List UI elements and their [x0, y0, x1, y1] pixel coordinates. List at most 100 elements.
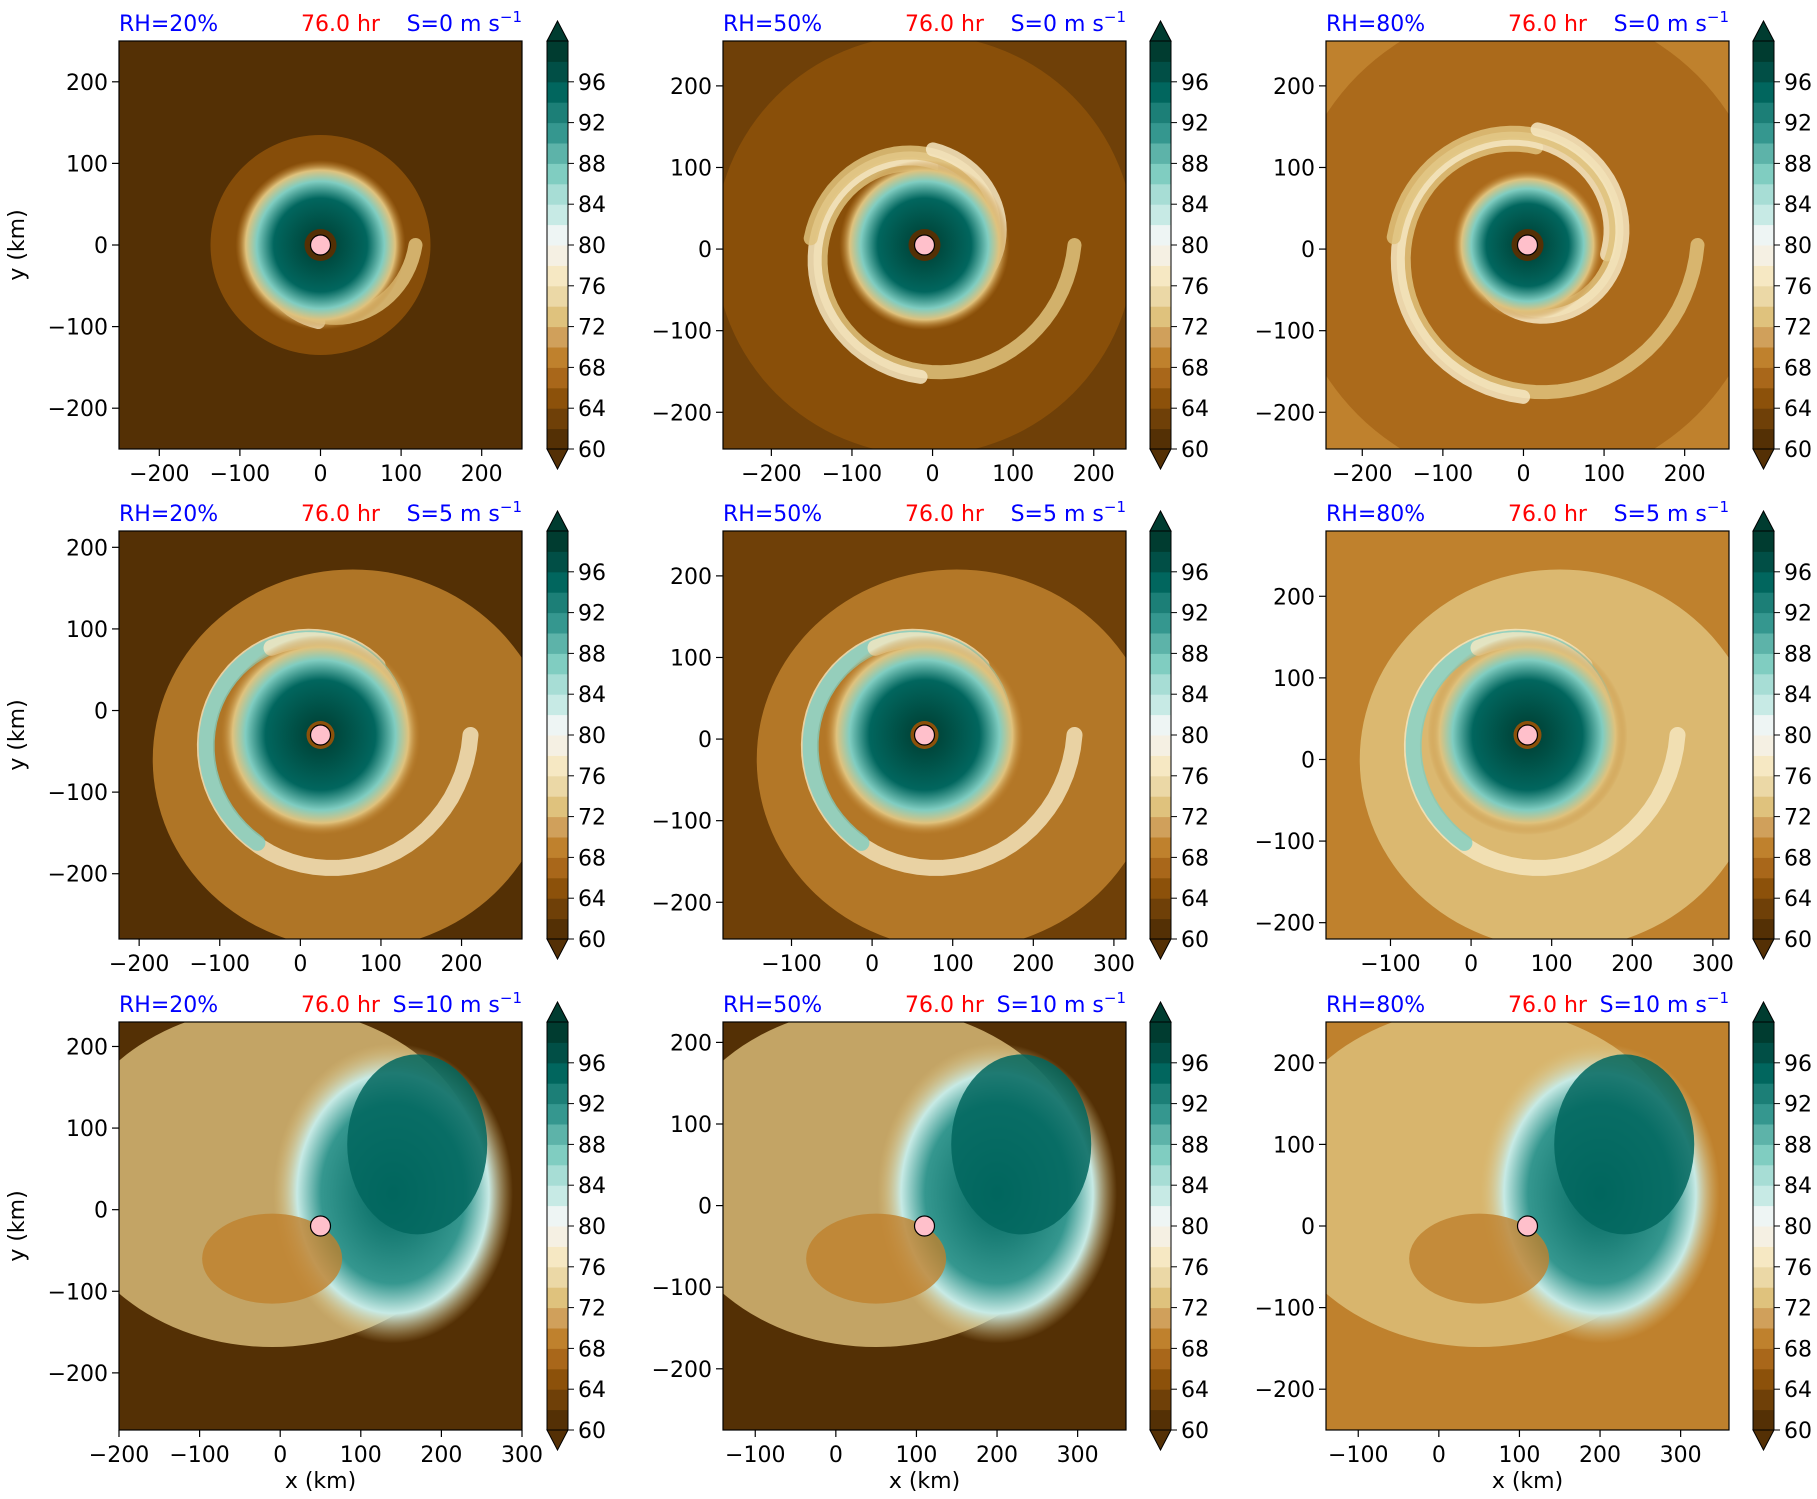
x-tick-label: −100 — [822, 462, 882, 487]
storm-center-marker — [1516, 724, 1539, 746]
y-tick-label: 200 — [1273, 585, 1315, 610]
title-rh: RH=50% — [723, 12, 822, 37]
colorbar-level — [1150, 1062, 1171, 1084]
y-tick-label: −200 — [1255, 401, 1315, 426]
x-tick-label: 0 — [829, 1443, 843, 1468]
x-tick-label: 300 — [1692, 952, 1734, 977]
x-tick-label: −100 — [1360, 952, 1420, 977]
dry-intrusion — [806, 1213, 947, 1304]
x-tick-label: 300 — [1057, 1443, 1099, 1468]
colorbar-level — [547, 41, 568, 62]
title-time: 76.0 hr — [1508, 993, 1588, 1018]
colorbar-level — [1150, 1266, 1171, 1288]
title-rh: RH=20% — [119, 502, 218, 527]
colorbar: 60 64 68 72 76 80 84 88 92 96 — [1752, 509, 1812, 961]
colorbar-level — [1753, 1348, 1774, 1370]
colorbar-extend-max — [1752, 1000, 1775, 1023]
colorbar-level — [1753, 653, 1774, 675]
colorbar-level — [547, 163, 568, 185]
y-tick-label: 100 — [1273, 667, 1315, 692]
colorbar-tick-label: 88 — [1784, 152, 1812, 177]
colorbar-level — [1753, 326, 1774, 348]
y-tick-label: 200 — [670, 1031, 712, 1056]
colorbar-level — [547, 1348, 568, 1370]
x-tick-label: −100 — [1413, 462, 1473, 487]
colorbar-extend-max — [1752, 509, 1775, 532]
colorbar-level — [1150, 347, 1171, 368]
title-rh: RH=80% — [1326, 502, 1425, 527]
x-tick-label: −200 — [109, 952, 169, 977]
colorbar-extend-max — [1149, 1000, 1172, 1023]
y-tick-label: 0 — [698, 238, 712, 263]
colorbar-level — [1753, 1205, 1774, 1227]
x-tick-label: 200 — [976, 1443, 1018, 1468]
colorbar-level — [547, 694, 568, 716]
x-tick-label: 0 — [293, 952, 307, 977]
colorbar-tick-label: 76 — [1784, 275, 1812, 300]
colorbar-level — [547, 898, 568, 920]
colorbar-level — [1150, 1144, 1171, 1166]
colorbar-tick-label: 84 — [578, 683, 606, 708]
panel-2: −200 −100 0 100 200 −200 −100 0 100 200 RH=50% 76.0… — [652, 8, 1209, 487]
colorbar-tick-label: 84 — [578, 193, 606, 218]
panel-9: −100 0 100 200 300 −200 −100 0 100 200 RH=80% 76.0 … — [1255, 989, 1812, 1494]
colorbar-level — [1150, 592, 1171, 614]
colorbar-level — [547, 1124, 568, 1145]
y-tick-label: −200 — [1255, 1378, 1315, 1403]
y-tick-label: −100 — [652, 1276, 712, 1301]
colorbar-level — [547, 1103, 568, 1125]
y-tick-label: 100 — [670, 646, 712, 671]
colorbar-tick-label: 72 — [1784, 806, 1812, 831]
colorbar-level — [547, 837, 568, 858]
colorbar-level — [1150, 81, 1171, 103]
colorbar-level — [1753, 918, 1774, 940]
colorbar-tick-label: 64 — [578, 887, 606, 912]
colorbar-tick-label: 80 — [1181, 234, 1209, 259]
colorbar-level — [1150, 898, 1171, 920]
colorbar-tick-label: 60 — [1784, 1419, 1812, 1444]
colorbar-tick-label: 88 — [1181, 152, 1209, 177]
dry-intrusion — [202, 1213, 343, 1304]
colorbar-level — [547, 347, 568, 368]
x-axis-label: x (km) — [889, 1469, 960, 1494]
colorbar-tick-label: 92 — [1784, 1093, 1812, 1118]
colorbar-level — [547, 633, 568, 654]
x-tick-label: 100 — [1498, 1443, 1540, 1468]
colorbar-level — [1150, 1409, 1171, 1431]
rh-field — [1326, 1022, 1729, 1430]
colorbar-tick-label: 60 — [1181, 1419, 1209, 1444]
y-tick-label: 0 — [1301, 1215, 1315, 1240]
colorbar-level — [547, 387, 568, 409]
colorbar-extend-min — [546, 448, 569, 471]
y-axis-label: y (km) — [5, 209, 30, 280]
y-axis-label: y (km) — [5, 699, 30, 770]
y-tick-label: 100 — [66, 1117, 108, 1142]
colorbar-tick-label: 88 — [578, 152, 606, 177]
colorbar-tick-label: 76 — [1181, 275, 1209, 300]
colorbar-level — [547, 1205, 568, 1227]
colorbar-level — [1753, 285, 1774, 307]
x-tick-label: −100 — [725, 1443, 785, 1468]
colorbar-level — [547, 306, 568, 328]
y-tick-label: 100 — [1273, 156, 1315, 181]
y-tick-label: 0 — [1301, 238, 1315, 263]
y-tick-label: −100 — [48, 1280, 108, 1305]
colorbar-level — [1753, 1042, 1774, 1064]
colorbar-level — [547, 1246, 568, 1268]
colorbar-level — [1150, 1287, 1171, 1309]
colorbar-extend-max — [1752, 19, 1775, 42]
y-tick-label: −200 — [48, 397, 108, 422]
y-tick-label: 100 — [670, 1113, 712, 1138]
storm-center-marker — [913, 724, 936, 746]
colorbar-tick-label: 64 — [1181, 397, 1209, 422]
y-tick-label: −200 — [652, 891, 712, 916]
x-tick-label: −100 — [761, 952, 821, 977]
colorbar-extend-min — [546, 1429, 569, 1452]
colorbar-tick-label: 72 — [1181, 806, 1209, 831]
colorbar-extend-max — [1149, 19, 1172, 42]
x-tick-label: 200 — [461, 462, 503, 487]
colorbar-level — [1150, 367, 1171, 389]
colorbar-tick-label: 96 — [1784, 561, 1812, 586]
colorbar-level — [1150, 1348, 1171, 1370]
